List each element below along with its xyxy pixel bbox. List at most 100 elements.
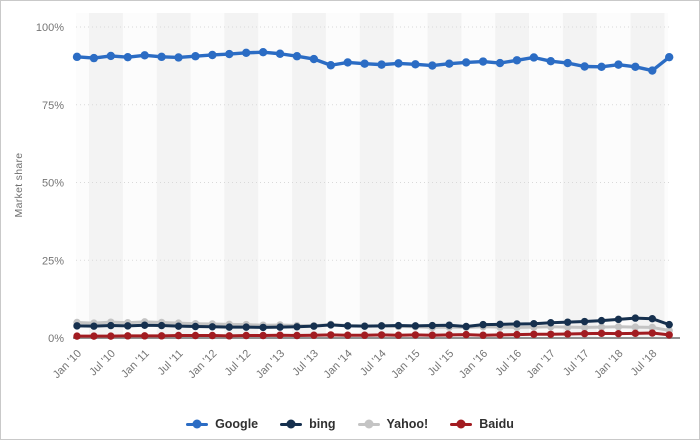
data-point-bing[interactable] bbox=[428, 321, 437, 330]
data-point-bing[interactable] bbox=[513, 320, 521, 328]
data-point-google[interactable] bbox=[546, 57, 555, 66]
data-point-google[interactable] bbox=[648, 66, 657, 75]
data-point-google[interactable] bbox=[394, 59, 403, 68]
data-point-google[interactable] bbox=[614, 60, 623, 69]
data-point-baidu[interactable] bbox=[462, 330, 470, 339]
legend-item-yahoo[interactable]: Yahoo! bbox=[357, 417, 428, 431]
data-point-bing[interactable] bbox=[462, 322, 470, 331]
data-point-google[interactable] bbox=[563, 58, 572, 68]
data-point-google[interactable] bbox=[123, 52, 132, 62]
data-point-baidu[interactable] bbox=[344, 331, 352, 339]
data-point-google[interactable] bbox=[343, 58, 352, 67]
data-point-bing[interactable] bbox=[394, 321, 403, 330]
data-point-bing[interactable] bbox=[631, 314, 640, 322]
data-point-google[interactable] bbox=[580, 62, 589, 71]
data-point-yahoo[interactable] bbox=[580, 323, 589, 332]
data-point-google[interactable] bbox=[258, 47, 268, 57]
data-point-baidu[interactable] bbox=[242, 331, 250, 340]
data-point-bing[interactable] bbox=[614, 315, 623, 324]
data-point-google[interactable] bbox=[461, 58, 471, 67]
data-point-baidu[interactable] bbox=[191, 331, 200, 340]
data-point-baidu[interactable] bbox=[445, 331, 453, 339]
data-point-bing[interactable] bbox=[259, 323, 267, 332]
legend-item-bing[interactable]: bing bbox=[280, 417, 336, 431]
data-point-baidu[interactable] bbox=[293, 331, 301, 340]
data-point-yahoo[interactable] bbox=[631, 323, 640, 331]
data-point-baidu[interactable] bbox=[665, 331, 673, 339]
data-point-baidu[interactable] bbox=[394, 331, 403, 339]
data-point-bing[interactable] bbox=[530, 319, 538, 328]
data-point-baidu[interactable] bbox=[208, 331, 217, 340]
data-point-bing[interactable] bbox=[107, 321, 115, 330]
data-point-baidu[interactable] bbox=[90, 332, 98, 340]
data-point-baidu[interactable] bbox=[547, 330, 555, 338]
data-point-bing[interactable] bbox=[276, 323, 284, 331]
data-point-bing[interactable] bbox=[377, 322, 386, 330]
data-point-baidu[interactable] bbox=[631, 329, 640, 338]
data-point-bing[interactable] bbox=[90, 322, 98, 330]
data-point-bing[interactable] bbox=[648, 315, 656, 323]
data-point-baidu[interactable] bbox=[360, 331, 369, 339]
data-point-baidu[interactable] bbox=[479, 331, 487, 339]
data-point-baidu[interactable] bbox=[259, 331, 267, 340]
legend-item-google[interactable]: Google bbox=[186, 417, 258, 431]
data-point-baidu[interactable] bbox=[174, 331, 183, 340]
data-point-google[interactable] bbox=[242, 48, 251, 58]
data-point-bing[interactable] bbox=[665, 320, 673, 329]
data-point-bing[interactable] bbox=[327, 321, 335, 329]
data-point-google[interactable] bbox=[377, 60, 386, 69]
data-point-google[interactable] bbox=[428, 61, 437, 70]
data-point-bing[interactable] bbox=[411, 322, 420, 330]
data-point-bing[interactable] bbox=[310, 322, 318, 330]
data-point-bing[interactable] bbox=[597, 316, 606, 325]
data-point-google[interactable] bbox=[360, 59, 369, 68]
data-point-google[interactable] bbox=[157, 52, 166, 62]
data-point-bing[interactable] bbox=[563, 318, 572, 326]
data-point-baidu[interactable] bbox=[563, 330, 572, 338]
data-point-bing[interactable] bbox=[547, 319, 555, 327]
data-point-bing[interactable] bbox=[580, 317, 589, 326]
data-point-google[interactable] bbox=[495, 58, 505, 68]
data-point-bing[interactable] bbox=[157, 321, 166, 330]
data-point-google[interactable] bbox=[208, 50, 217, 60]
data-point-google[interactable] bbox=[225, 49, 234, 59]
data-point-google[interactable] bbox=[191, 52, 200, 61]
data-point-google[interactable] bbox=[292, 52, 302, 61]
data-point-google[interactable] bbox=[309, 54, 319, 64]
data-point-bing[interactable] bbox=[496, 320, 504, 329]
data-point-google[interactable] bbox=[326, 61, 335, 70]
data-point-baidu[interactable] bbox=[107, 332, 115, 340]
data-point-baidu[interactable] bbox=[276, 331, 284, 339]
data-point-bing[interactable] bbox=[191, 322, 200, 331]
data-point-bing[interactable] bbox=[225, 323, 233, 331]
data-point-bing[interactable] bbox=[445, 321, 453, 329]
data-point-bing[interactable] bbox=[73, 322, 81, 330]
data-point-baidu[interactable] bbox=[157, 332, 166, 340]
data-point-bing[interactable] bbox=[360, 322, 369, 330]
data-point-google[interactable] bbox=[529, 53, 539, 62]
data-point-google[interactable] bbox=[89, 53, 99, 63]
data-point-bing[interactable] bbox=[124, 322, 132, 330]
data-point-google[interactable] bbox=[140, 51, 149, 60]
data-point-bing[interactable] bbox=[140, 321, 149, 329]
data-point-baidu[interactable] bbox=[327, 331, 335, 339]
data-point-baidu[interactable] bbox=[124, 332, 132, 340]
data-point-bing[interactable] bbox=[344, 322, 352, 330]
data-point-bing[interactable] bbox=[479, 320, 487, 329]
data-point-baidu[interactable] bbox=[513, 330, 521, 339]
data-point-baidu[interactable] bbox=[580, 329, 589, 338]
data-point-bing[interactable] bbox=[208, 323, 217, 331]
data-point-google[interactable] bbox=[106, 51, 116, 61]
data-point-google[interactable] bbox=[411, 60, 420, 69]
data-point-google[interactable] bbox=[445, 59, 454, 68]
data-point-baidu[interactable] bbox=[310, 331, 318, 339]
data-point-baidu[interactable] bbox=[428, 331, 437, 339]
data-point-baidu[interactable] bbox=[614, 329, 623, 338]
data-point-baidu[interactable] bbox=[225, 332, 233, 340]
data-point-bing[interactable] bbox=[242, 323, 250, 331]
data-point-bing[interactable] bbox=[293, 323, 301, 331]
data-point-yahoo[interactable] bbox=[614, 323, 623, 331]
data-point-google[interactable] bbox=[478, 57, 488, 66]
data-point-baidu[interactable] bbox=[411, 331, 420, 339]
data-point-google[interactable] bbox=[72, 52, 82, 62]
